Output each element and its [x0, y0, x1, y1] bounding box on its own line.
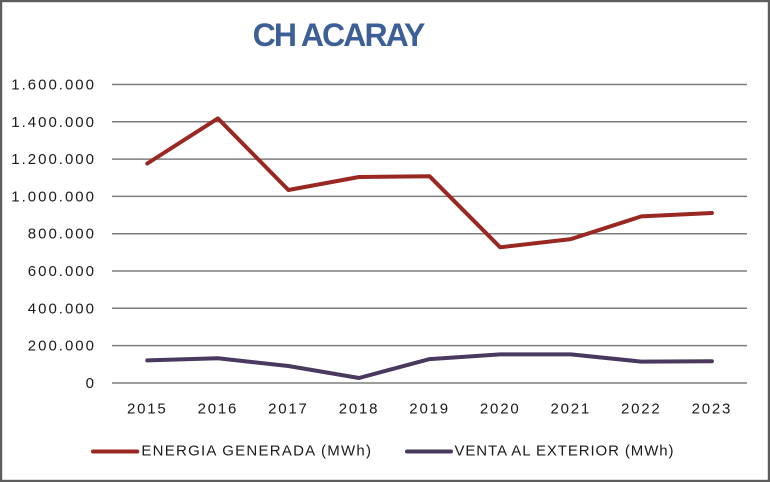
svg-text:2022: 2022 [621, 401, 662, 418]
svg-text:400.000: 400.000 [28, 300, 96, 317]
svg-text:2018: 2018 [339, 401, 380, 418]
svg-text:2021: 2021 [551, 401, 592, 418]
svg-text:800.000: 800.000 [28, 226, 96, 243]
svg-text:2019: 2019 [409, 401, 450, 418]
svg-text:1.200.000: 1.200.000 [11, 151, 96, 168]
svg-text:1.600.000: 1.600.000 [11, 77, 96, 94]
svg-text:VENTA AL EXTERIOR (MWh): VENTA AL EXTERIOR (MWh) [455, 443, 675, 460]
svg-text:200.000: 200.000 [28, 338, 96, 355]
svg-text:ENERGIA GENERADA (MWh): ENERGIA GENERADA (MWh) [141, 443, 372, 460]
svg-text:2015: 2015 [127, 401, 168, 418]
svg-text:2020: 2020 [480, 401, 521, 418]
svg-text:600.000: 600.000 [28, 263, 96, 280]
svg-text:2016: 2016 [198, 401, 239, 418]
svg-text:1.000.000: 1.000.000 [11, 188, 96, 205]
svg-text:2023: 2023 [692, 401, 733, 418]
svg-text:0: 0 [86, 375, 96, 392]
svg-text:CH ACARAY: CH ACARAY [253, 17, 425, 53]
svg-text:2017: 2017 [268, 401, 309, 418]
svg-text:1.400.000: 1.400.000 [11, 114, 96, 131]
